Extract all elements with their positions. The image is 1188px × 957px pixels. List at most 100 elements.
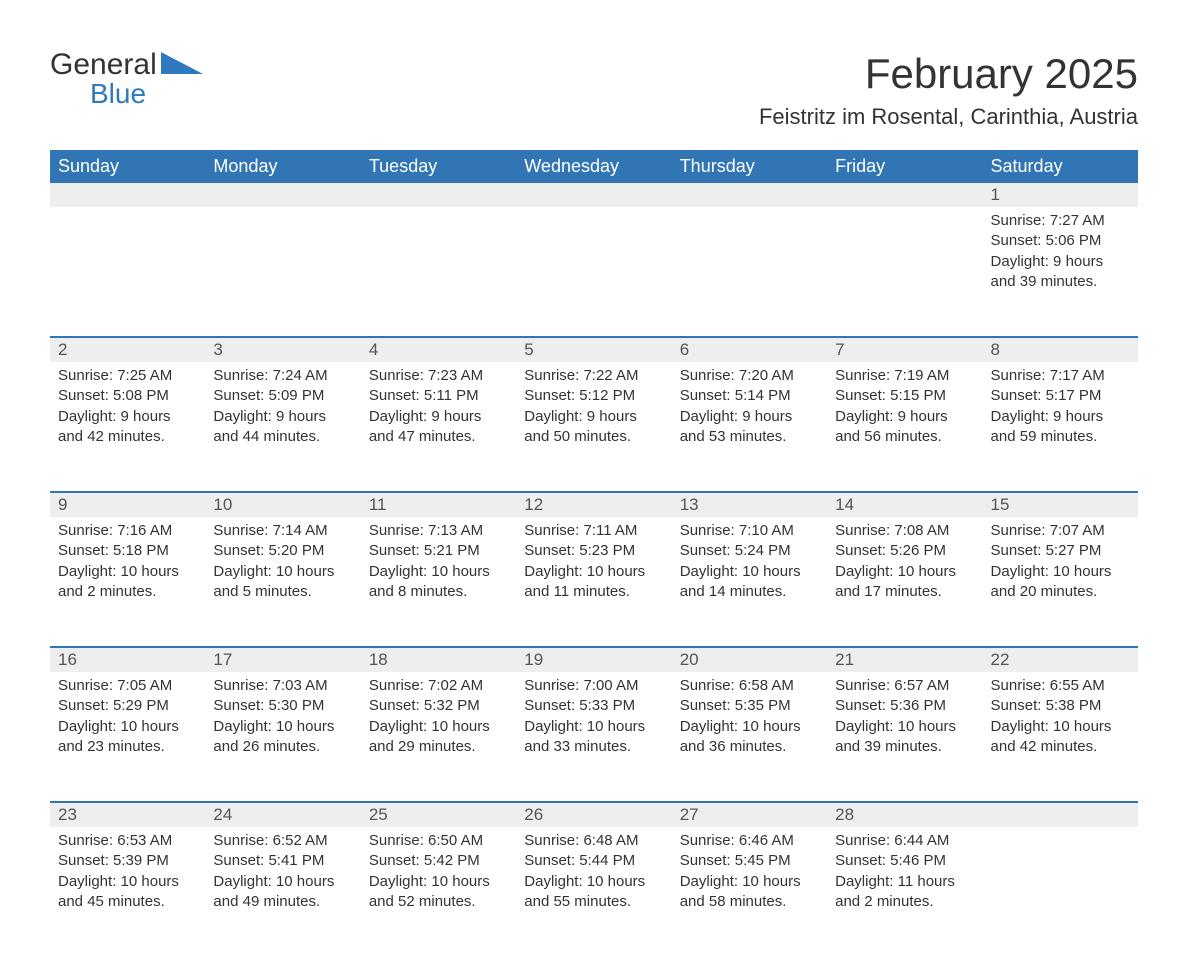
- day-daylight: Daylight: 9 hours and 39 minutes.: [991, 252, 1130, 293]
- day-sunset: Sunset: 5:33 PM: [524, 696, 663, 716]
- day-sunset: Sunset: 5:32 PM: [369, 696, 508, 716]
- week-data-row: Sunrise: 7:25 AMSunset: 5:08 PMDaylight:…: [50, 362, 1138, 492]
- day-number: 22: [983, 648, 1138, 672]
- day-daylight: Daylight: 10 hours and 11 minutes.: [524, 562, 663, 603]
- day-number: 20: [672, 648, 827, 672]
- day-number: [50, 183, 205, 207]
- day-daylight: Daylight: 10 hours and 29 minutes.: [369, 717, 508, 758]
- day-cell: [361, 207, 516, 337]
- day-number: 5: [516, 338, 671, 362]
- day-sunset: Sunset: 5:14 PM: [680, 386, 819, 406]
- day-number: [672, 183, 827, 207]
- day-number: 14: [827, 493, 982, 517]
- week-daynum-row: 9101112131415: [50, 492, 1138, 517]
- header: General Blue February 2025 Feistritz im …: [50, 50, 1138, 130]
- day-sunset: Sunset: 5:12 PM: [524, 386, 663, 406]
- day-daylight: Daylight: 9 hours and 42 minutes.: [58, 407, 197, 448]
- day-number: 25: [361, 803, 516, 827]
- day-cell: Sunrise: 7:05 AMSunset: 5:29 PMDaylight:…: [50, 672, 205, 802]
- day-cell: [672, 207, 827, 337]
- day-number: 19: [516, 648, 671, 672]
- calendar-table: SundayMondayTuesdayWednesdayThursdayFrid…: [50, 150, 1138, 957]
- day-number: 16: [50, 648, 205, 672]
- day-number: 2: [50, 338, 205, 362]
- day-sunrise: Sunrise: 7:24 AM: [213, 366, 352, 386]
- title-block: February 2025 Feistritz im Rosental, Car…: [759, 50, 1138, 130]
- day-sunset: Sunset: 5:44 PM: [524, 851, 663, 871]
- week-data-row: Sunrise: 7:05 AMSunset: 5:29 PM Daylight:…: [50, 672, 1138, 802]
- day-sunset: Sunset: 5:36 PM: [835, 696, 974, 716]
- day-daylight: Daylight: 11 hours and 2 minutes.: [835, 872, 974, 913]
- day-sunset: Sunset: 5:30 PM: [213, 696, 352, 716]
- day-daylight: Daylight: 10 hours and 52 minutes.: [369, 872, 508, 913]
- day-daylight: Daylight: 9 hours and 50 minutes.: [524, 407, 663, 448]
- day-sunrise: Sunrise: 6:53 AM: [58, 831, 197, 851]
- day-daylight: Daylight: 10 hours and 5 minutes.: [213, 562, 352, 603]
- day-cell: Sunrise: 7:03 AMSunset: 5:30 PMDaylight:…: [205, 672, 360, 802]
- flag-icon: [161, 52, 203, 79]
- day-sunset: Sunset: 5:08 PM: [58, 386, 197, 406]
- day-sunset: Sunset: 5:35 PM: [680, 696, 819, 716]
- day-cell: Sunrise: 7:07 AMSunset: 5:27 PMDaylight:…: [983, 517, 1138, 647]
- day-sunrise: Sunrise: 6:58 AM: [680, 676, 819, 696]
- day-sunrise: Sunrise: 6:55 AM: [991, 676, 1130, 696]
- day-sunset: Sunset: 5:09 PM: [213, 386, 352, 406]
- day-number: 1: [983, 183, 1138, 207]
- day-daylight: Daylight: 9 hours and 59 minutes.: [991, 407, 1130, 448]
- day-daylight: Daylight: 10 hours and 42 minutes.: [991, 717, 1130, 758]
- day-sunrise: Sunrise: 6:46 AM: [680, 831, 819, 851]
- day-number: 9: [50, 493, 205, 517]
- day-cell: Sunrise: 7:17 AMSunset: 5:17 PMDaylight:…: [983, 362, 1138, 492]
- day-cell: Sunrise: 7:19 AMSunset: 5:15 PMDaylight:…: [827, 362, 982, 492]
- day-daylight: Daylight: 10 hours and 55 minutes.: [524, 872, 663, 913]
- day-cell: Sunrise: 6:46 AMSunset: 5:45 PMDaylight:…: [672, 827, 827, 957]
- day-sunset: Sunset: 5:11 PM: [369, 386, 508, 406]
- day-sunrise: Sunrise: 7:03 AM: [213, 676, 352, 696]
- day-sunset: Sunset: 5:29 PM: [58, 696, 197, 716]
- day-sunrise: Sunrise: 7:05 AM: [58, 676, 197, 696]
- day-number: 23: [50, 803, 205, 827]
- day-daylight: Daylight: 10 hours and 45 minutes.: [58, 872, 197, 913]
- day-cell: Sunrise: 6:58 AMSunset: 5:35 PMDaylight:…: [672, 672, 827, 802]
- day-cell: Sunrise: 7:20 AMSunset: 5:14 PMDaylight:…: [672, 362, 827, 492]
- day-sunset: Sunset: 5:15 PM: [835, 386, 974, 406]
- location-text: Feistritz im Rosental, Carinthia, Austri…: [759, 104, 1138, 130]
- weekday-header: Sunday: [50, 150, 205, 183]
- day-number: 21: [827, 648, 982, 672]
- day-cell: Sunrise: 6:55 AMSunset: 5:38 PMDaylight:…: [983, 672, 1138, 802]
- day-cell: Sunrise: 7:27 AMSunset: 5:06 PMDaylight:…: [983, 207, 1138, 337]
- day-number: 18: [361, 648, 516, 672]
- day-number: 27: [672, 803, 827, 827]
- weekday-header-row: SundayMondayTuesdayWednesdayThursdayFrid…: [50, 150, 1138, 183]
- day-cell: Sunrise: 7:00 AMSunset: 5:33 PMDaylight:…: [516, 672, 671, 802]
- day-number: 28: [827, 803, 982, 827]
- day-sunrise: Sunrise: 7:16 AM: [58, 521, 197, 541]
- day-daylight: Daylight: 10 hours and 26 minutes.: [213, 717, 352, 758]
- week-data-row: Sunrise: 6:53 AMSunset: 5:39 PMDaylight:…: [50, 827, 1138, 957]
- day-cell: Sunrise: 7:11 AMSunset: 5:23 PMDaylight:…: [516, 517, 671, 647]
- day-number: [983, 803, 1138, 827]
- day-sunrise: Sunrise: 6:57 AM: [835, 676, 974, 696]
- day-number: 6: [672, 338, 827, 362]
- day-number: 24: [205, 803, 360, 827]
- brand-sub: Blue: [90, 78, 203, 110]
- day-daylight: Daylight: 10 hours and 33 minutes.: [524, 717, 663, 758]
- day-cell: Sunrise: 6:50 AMSunset: 5:42 PMDaylight:…: [361, 827, 516, 957]
- day-number: 13: [672, 493, 827, 517]
- day-sunrise: Sunrise: 7:08 AM: [835, 521, 974, 541]
- day-cell: Sunrise: 6:57 AMSunset: 5:36 PMDaylight:…: [827, 672, 982, 802]
- day-number: 11: [361, 493, 516, 517]
- day-cell: Sunrise: 6:53 AMSunset: 5:39 PMDaylight:…: [50, 827, 205, 957]
- day-sunset: Sunset: 5:26 PM: [835, 541, 974, 561]
- day-sunrise: Sunrise: 7:25 AM: [58, 366, 197, 386]
- page-title: February 2025: [759, 50, 1138, 98]
- day-number: 3: [205, 338, 360, 362]
- day-sunrise: Sunrise: 7:14 AM: [213, 521, 352, 541]
- week-daynum-row: 2345678: [50, 337, 1138, 362]
- day-sunset: Sunset: 5:21 PM: [369, 541, 508, 561]
- day-cell: Sunrise: 7:16 AMSunset: 5:18 PMDaylight:…: [50, 517, 205, 647]
- day-sunrise: Sunrise: 7:22 AM: [524, 366, 663, 386]
- brand-name: General: [50, 48, 157, 81]
- day-number: [516, 183, 671, 207]
- day-sunrise: Sunrise: 7:23 AM: [369, 366, 508, 386]
